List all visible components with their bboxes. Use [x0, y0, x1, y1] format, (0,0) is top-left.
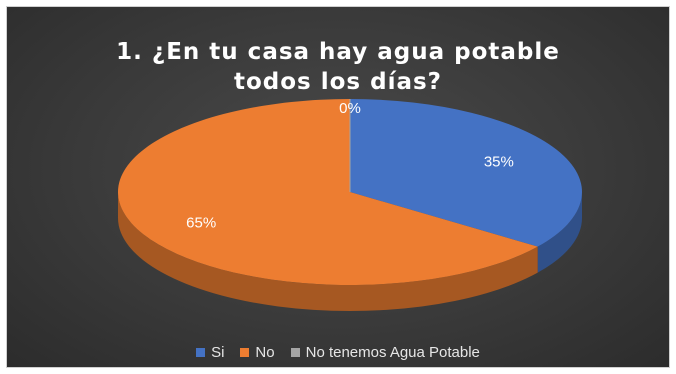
legend-label-no-tenemos: No tenemos Agua Potable	[305, 344, 480, 361]
pie-side-no	[118, 192, 538, 311]
data-label-no: 65%	[186, 214, 216, 231]
chart-area: 1. ¿En tu casa hay agua potable todos lo…	[6, 6, 670, 368]
legend-item-no-tenemos: No tenemos Agua Potable	[290, 344, 480, 361]
pie-top	[117, 99, 582, 285]
pie-chart: 35% 65% 0%	[117, 99, 582, 311]
legend-swatch-no-tenemos	[290, 348, 300, 357]
legend-swatch-no	[240, 348, 250, 357]
pie-sides	[118, 192, 582, 311]
chart-title-line-1: 1. ¿En tu casa hay agua potable	[116, 39, 560, 65]
legend-swatch-si	[196, 348, 206, 357]
legend-item-no: No	[240, 344, 275, 361]
chart-title-line-2: todos los días?	[233, 69, 443, 95]
data-label-no-tenemos-agua-potable: 0%	[339, 100, 361, 117]
pie-side-si	[537, 192, 582, 273]
chart-legend: Si No No tenemos Agua Potable	[7, 344, 669, 361]
pie-slice-no	[117, 99, 538, 285]
pie-data-labels: 35% 65% 0%	[186, 100, 514, 231]
legend-label-no: No	[255, 344, 275, 361]
chart-title: 1. ¿En tu casa hay agua potable todos lo…	[7, 37, 669, 97]
legend-item-si: Si	[196, 344, 224, 361]
data-label-si: 35%	[484, 154, 514, 171]
legend-label-si: Si	[211, 344, 225, 361]
pie-slice-si	[350, 99, 582, 247]
